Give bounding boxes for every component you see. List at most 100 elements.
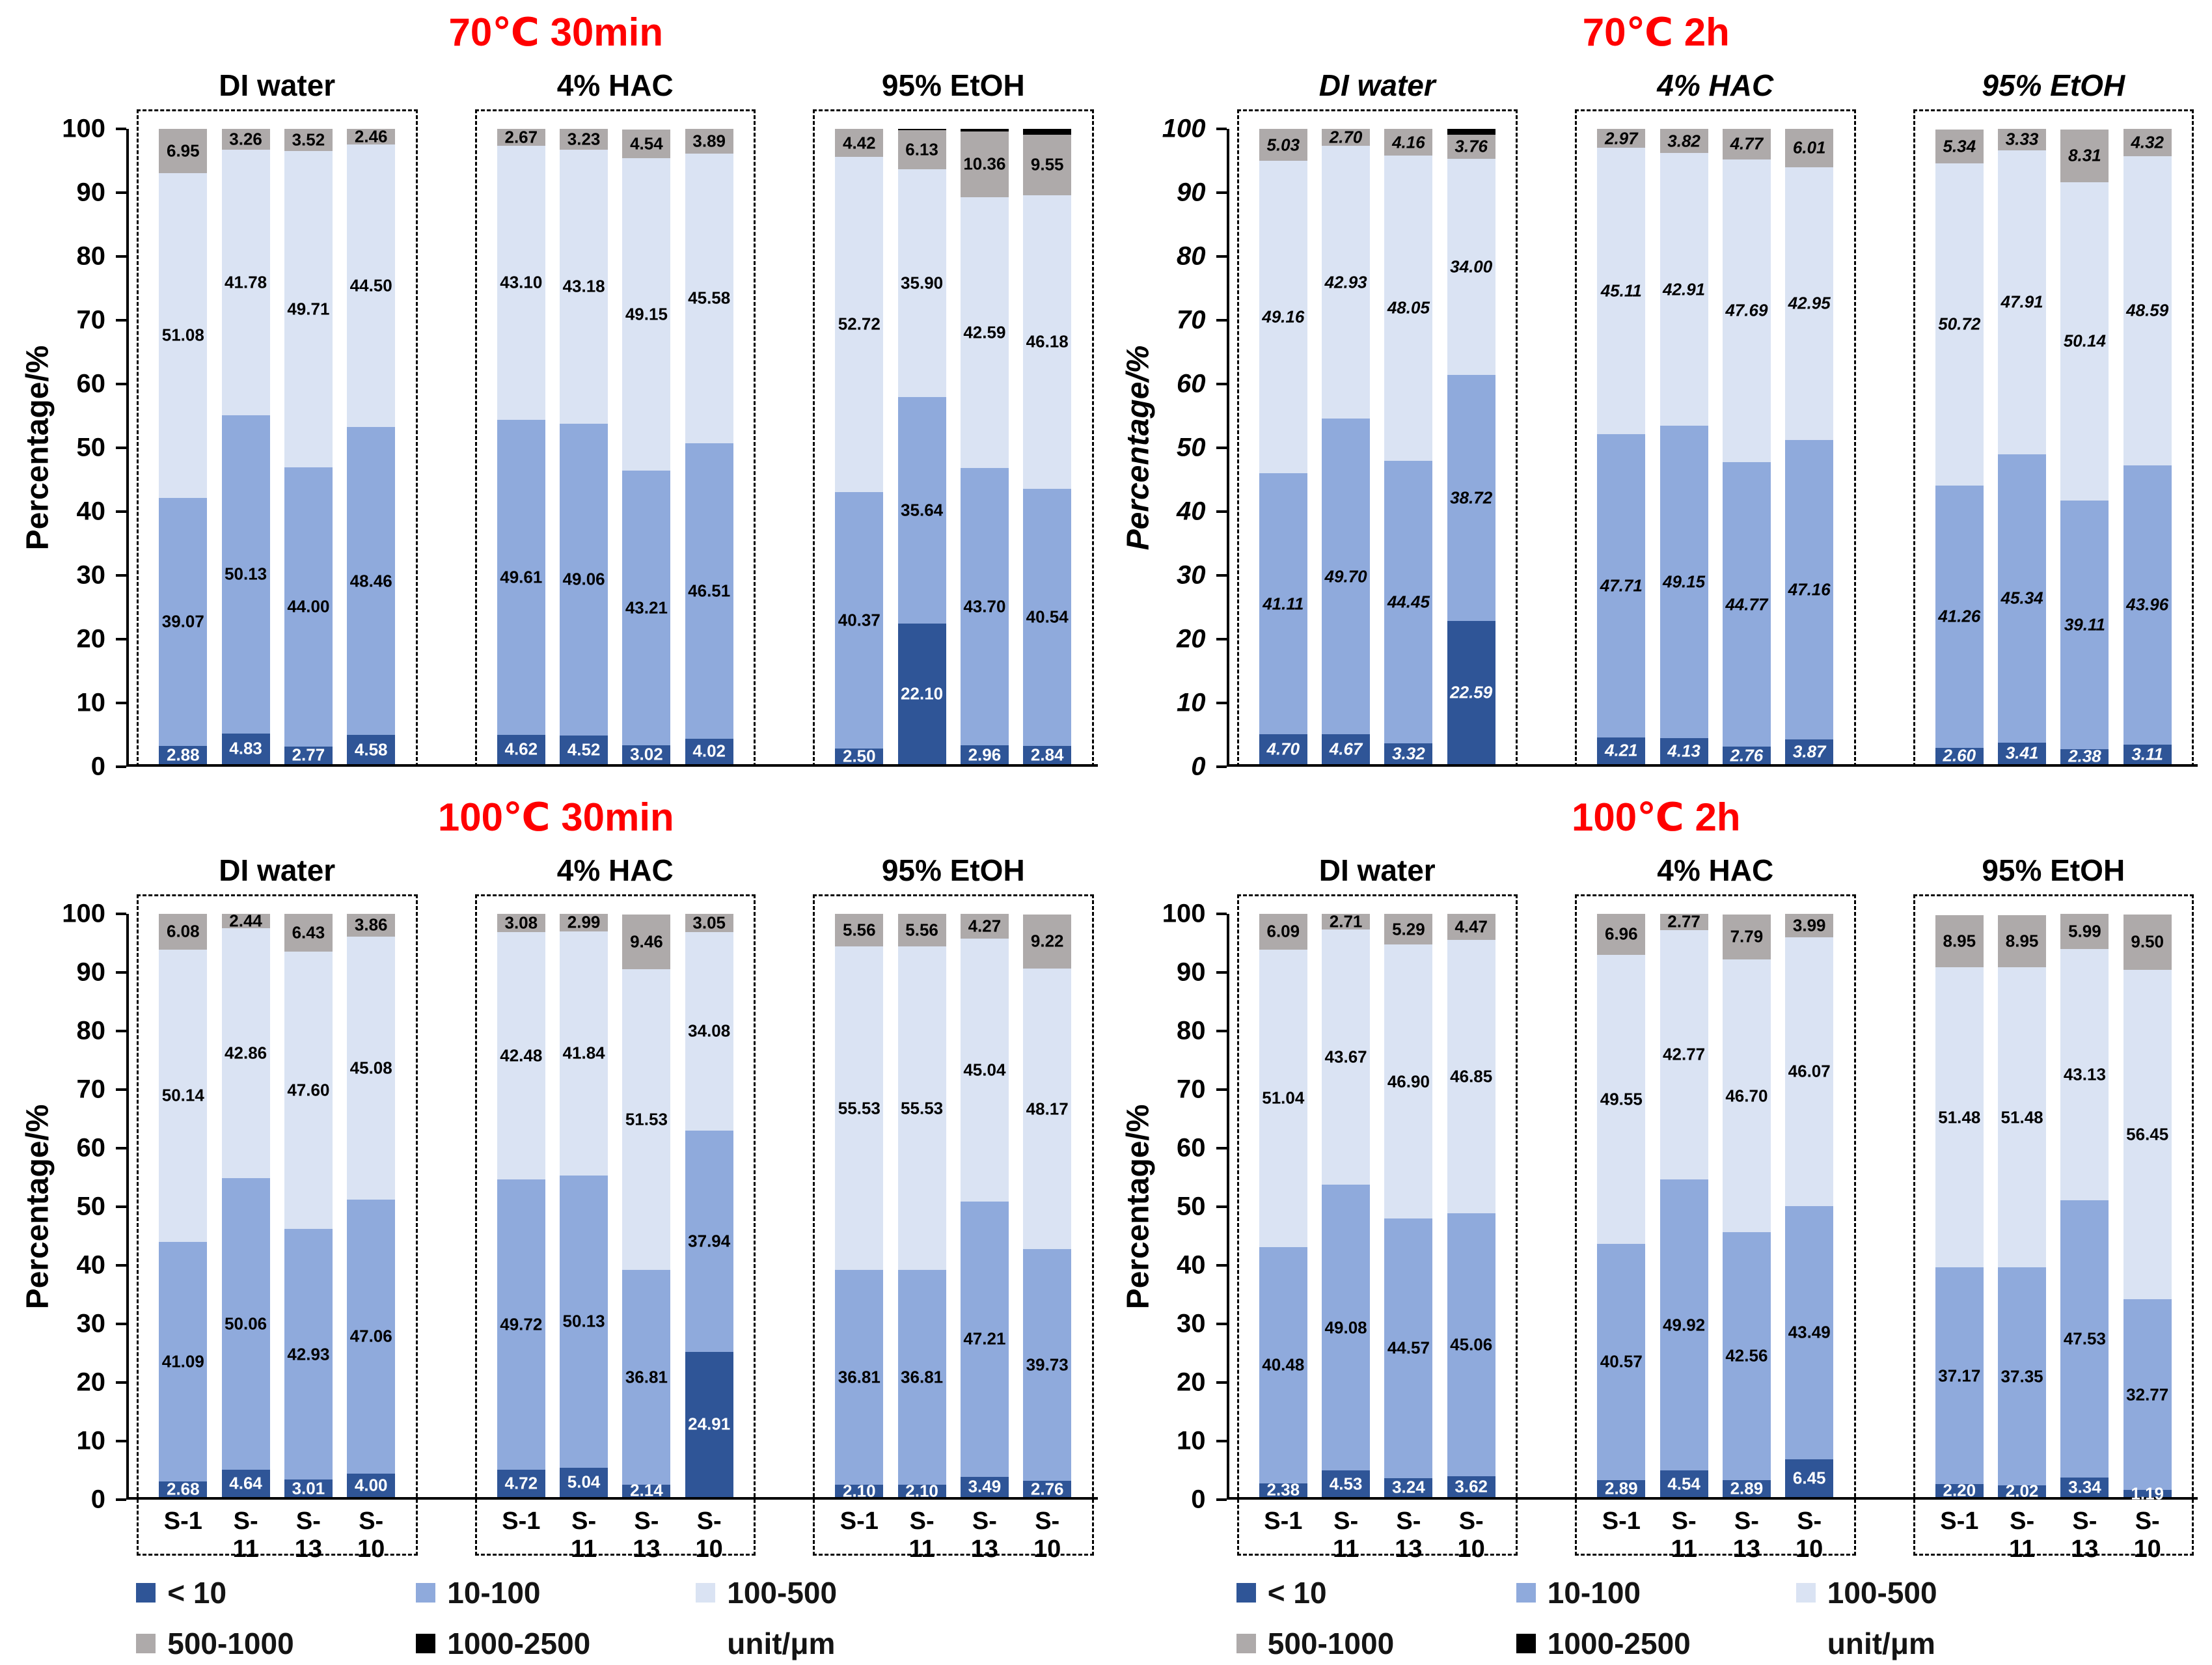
legend-label: 10-100 <box>1547 1576 1641 1610</box>
x-axis-labels: S-1 S-11 S-13 S-10 <box>1921 1497 2187 1563</box>
legend-swatch <box>136 1634 156 1653</box>
y-tick-mark <box>116 702 126 704</box>
bar-value-label: 2.14 <box>630 1480 663 1500</box>
bar-value-label: 5.04 <box>567 1472 601 1492</box>
bar-value-label: 4.58 <box>354 739 388 760</box>
bar-segment: 32.77 <box>2123 1299 2172 1491</box>
bar-value-label: 4.52 <box>567 739 601 760</box>
bar-segment: 2.88 <box>159 745 208 765</box>
bar-segment: 46.90 <box>1384 944 1433 1218</box>
bar-value-label: 43.49 <box>1788 1322 1831 1342</box>
bar-segment: 47.69 <box>1722 159 1771 463</box>
bar-value-label: 3.05 <box>692 913 726 933</box>
y-tick-mark <box>1216 1264 1227 1267</box>
bar-segment: 2.77 <box>1659 912 1708 931</box>
group-title: 95% EtOH <box>881 68 1025 102</box>
bar-segment: 9.22 <box>1023 915 1072 969</box>
bar-value-label: 4.21 <box>1604 740 1638 760</box>
bar-segment <box>1447 129 1495 135</box>
bar-segment: 3.49 <box>960 1476 1009 1497</box>
bar-segment: 3.08 <box>497 913 545 933</box>
bar-value-label: 4.70 <box>1266 739 1300 759</box>
bar-segment: 45.06 <box>1447 1213 1495 1476</box>
bar-segment: 4.64 <box>221 1470 270 1497</box>
y-tick-label: 50 <box>76 433 106 462</box>
bar-segment: 41.84 <box>560 931 608 1176</box>
stacked-bar: 3.49 47.21 45.04 4.27 <box>960 914 1009 1497</box>
y-tick-label: 90 <box>1177 957 1206 987</box>
group-title: 95% EtOH <box>1982 68 2125 102</box>
bar-value-label: 3.02 <box>630 744 663 764</box>
stacked-bar: 4.83 50.13 41.78 3.26 <box>221 129 270 764</box>
bar-segment: 37.17 <box>1935 1267 1984 1485</box>
y-tick-mark <box>1216 510 1227 513</box>
bar-value-label: 36.81 <box>838 1367 881 1387</box>
bar-segment: 47.06 <box>347 1199 396 1474</box>
bar-segment: 5.29 <box>1384 914 1433 945</box>
x-axis-label: S-1 <box>163 1507 202 1535</box>
panel-title: 70℃ 30min <box>448 10 663 54</box>
legend-swatch <box>1236 1634 1256 1653</box>
bar-value-label: 3.01 <box>292 1478 325 1498</box>
y-axis-title: Percentage/% <box>14 129 61 767</box>
bar-value-label: 46.90 <box>1387 1071 1430 1092</box>
bar-segment: 49.61 <box>497 419 545 735</box>
bar-value-label: 4.54 <box>630 133 663 154</box>
panel-70c-2h: 70℃ 2h Percentage/% 0 10 20 30 40 50 60 70 80 90 1… <box>1115 9 2198 794</box>
legend-swatch <box>136 1583 156 1603</box>
bar-segment: 44.50 <box>347 144 396 428</box>
bar-value-label: 2.68 <box>166 1479 200 1499</box>
x-axis-label: S-11 <box>571 1507 597 1563</box>
bar-value-label: 6.08 <box>166 921 200 941</box>
y-tick-mark <box>116 913 126 915</box>
bar-value-label: 5.29 <box>1392 919 1425 939</box>
bar-segment: 4.13 <box>1659 737 1708 764</box>
bar-value-label: 42.93 <box>1324 272 1367 292</box>
stacked-bar: 3.11 43.96 48.59 4.32 <box>2123 129 2172 764</box>
bar-value-label: 47.60 <box>287 1080 330 1100</box>
y-tick-mark <box>116 255 126 258</box>
chart: Percentage/% 0 10 20 30 40 50 60 70 80 90 100 DI w… <box>14 56 1098 781</box>
bar-segment: 44.45 <box>1384 460 1433 743</box>
x-axis-label: S-10 <box>1796 1507 1823 1563</box>
bar-segment: 2.20 <box>1935 1481 1984 1500</box>
legend-label: < 10 <box>1267 1576 1327 1610</box>
bar-segment: 5.56 <box>897 914 946 946</box>
bar-value-label: 2.88 <box>166 745 200 765</box>
bar-segment: 39.07 <box>159 497 208 746</box>
bar-value-label: 47.21 <box>963 1328 1006 1349</box>
bar-value-label: 10.36 <box>963 154 1006 174</box>
x-axis-label: S-11 <box>232 1507 259 1563</box>
y-tick-label: 60 <box>1177 369 1206 398</box>
panel-title: 70℃ 2h <box>1582 10 1730 54</box>
bar-group: 4% HAC 4.21 47.71 45.11 2.97 4.13 49.15 42.91 3.… <box>1575 68 1855 767</box>
bar-value-label: 48.46 <box>349 571 392 591</box>
bar-segment: 3.41 <box>1998 742 2047 764</box>
bar-segment: 6.13 <box>897 130 946 170</box>
bar-segment: 8.95 <box>1935 915 1984 968</box>
y-tick-label: 10 <box>76 1426 106 1455</box>
bar-segment: 4.16 <box>1384 129 1433 156</box>
bar-segment: 50.14 <box>159 949 208 1242</box>
stacked-bar: 3.87 47.16 42.95 6.01 <box>1785 129 1834 764</box>
legend-right: < 10 10-100 100-500 500-1000 1000-2500 unit/μ… <box>1115 1575 2198 1661</box>
stacked-bar: 4.21 47.71 45.11 2.97 <box>1597 128 1646 764</box>
bar-value-label: 3.08 <box>504 913 538 933</box>
plot-area: DI water 2.88 39.07 51.08 6.95 4.83 50.13 41.78… <box>129 68 1098 767</box>
y-tick-mark <box>1216 574 1227 577</box>
panel-title: 100℃ 2h <box>1572 795 1741 839</box>
bar-value-label: 2.96 <box>968 745 1002 765</box>
bar-segment: 43.67 <box>1322 929 1371 1185</box>
bar-segment: 37.35 <box>1998 1267 2047 1485</box>
bar-value-label: 43.96 <box>2126 594 2169 614</box>
x-axis-label: S-11 <box>1333 1507 1359 1563</box>
bar-segment: 3.01 <box>284 1478 333 1498</box>
bar-segment: 41.26 <box>1935 485 1984 748</box>
bar-segment: 22.59 <box>1447 620 1495 764</box>
panel-100c-2h: 100℃ 2h Percentage/% 0 10 20 30 40 50 60 70 80 90… <box>1115 794 2198 1565</box>
bar-segment: 44.57 <box>1384 1218 1433 1478</box>
legend-item: unit/μm <box>1796 1626 2076 1661</box>
x-axis-label: S-13 <box>2071 1507 2099 1563</box>
bar-value-label: 2.02 <box>2005 1481 2039 1501</box>
bar-segment: 3.23 <box>560 129 608 150</box>
